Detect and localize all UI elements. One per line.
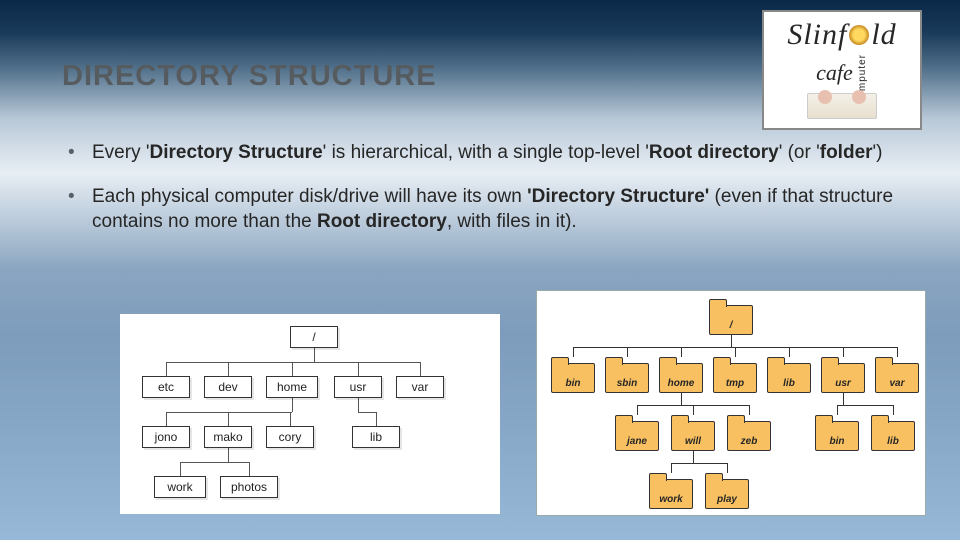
connector-line	[358, 362, 359, 376]
dir-box-dev: dev	[204, 376, 252, 398]
connector-line	[166, 362, 420, 363]
dir-box-cory: cory	[266, 426, 314, 448]
connector-line	[637, 405, 638, 415]
folder-var: var	[875, 363, 919, 393]
connector-line	[292, 398, 293, 412]
dir-box-mako: mako	[204, 426, 252, 448]
connector-line	[727, 463, 728, 473]
connector-line	[290, 412, 291, 426]
logo-text-2: ld	[871, 18, 896, 52]
dir-box-var: var	[396, 376, 444, 398]
bullet-1: Every 'Directory Structure' is hierarchi…	[62, 140, 898, 166]
logo-computer: mputer	[857, 54, 868, 91]
connector-line	[897, 347, 898, 357]
folder-ubin: bin	[815, 421, 859, 451]
folder-zeb: zeb	[727, 421, 771, 451]
dir-box-work: work	[154, 476, 206, 498]
folder-sbin: sbin	[605, 363, 649, 393]
logo-text-1: Slinf	[787, 18, 847, 52]
connector-line	[789, 347, 790, 357]
connector-line	[693, 451, 694, 463]
dir-box-lib: lib	[352, 426, 400, 448]
connector-line	[573, 347, 574, 357]
folder-work: work	[649, 479, 693, 509]
logo-brand: Slinf ld	[768, 18, 916, 52]
sun-icon	[849, 25, 869, 45]
connector-line	[749, 405, 750, 415]
connector-line	[166, 412, 292, 413]
connector-line	[627, 347, 628, 357]
folder-home: home	[659, 363, 703, 393]
connector-line	[671, 463, 727, 464]
dir-box-usr: usr	[334, 376, 382, 398]
connector-line	[843, 347, 844, 357]
folder-bin: bin	[551, 363, 595, 393]
connector-line	[681, 347, 682, 357]
connector-line	[292, 362, 293, 376]
connector-line	[731, 335, 732, 347]
connector-line	[314, 348, 315, 362]
connector-line	[166, 412, 167, 426]
folder-will: will	[671, 421, 715, 451]
folder-lib: lib	[767, 363, 811, 393]
connector-line	[166, 362, 167, 376]
dir-box-photos: photos	[220, 476, 278, 498]
slide-title: DIRECTORY STRUCTURE	[62, 60, 437, 93]
connector-line	[837, 405, 893, 406]
logo-cafe: cafe	[816, 60, 853, 86]
folder-usr: usr	[821, 363, 865, 393]
dir-box-etc: etc	[142, 376, 190, 398]
connector-line	[693, 405, 694, 415]
dir-box-root: /	[290, 326, 338, 348]
connector-line	[671, 463, 672, 473]
connector-line	[837, 405, 838, 415]
connector-line	[180, 462, 181, 476]
folder-root: /	[709, 305, 753, 335]
connector-line	[358, 412, 376, 413]
connector-line	[843, 393, 844, 405]
logo: Slinf ld cafe mputer	[762, 10, 922, 130]
dir-box-jono: jono	[142, 426, 190, 448]
bullet-2: Each physical computer disk/drive will h…	[62, 184, 898, 235]
connector-line	[180, 462, 250, 463]
connector-line	[376, 412, 377, 426]
folder-tmp: tmp	[713, 363, 757, 393]
folder-jane: jane	[615, 421, 659, 451]
diagram-folder-tree: /binsbinhometmplibusrvarjanewillzebbinli…	[536, 290, 926, 516]
connector-line	[249, 462, 250, 476]
dir-box-home: home	[266, 376, 318, 398]
connector-line	[228, 362, 229, 376]
connector-line	[681, 393, 682, 405]
connector-line	[358, 398, 359, 412]
logo-row-2: cafe mputer	[768, 54, 916, 91]
diagram-outline-tree: / etcdevhomeusrvar jono mako cory lib work phot…	[120, 314, 500, 514]
connector-line	[420, 362, 421, 376]
keyboard-icon	[807, 93, 877, 119]
connector-line	[893, 405, 894, 415]
connector-line	[735, 347, 736, 357]
bullet-list: Every 'Directory Structure' is hierarchi…	[62, 140, 898, 253]
folder-ulib: lib	[871, 421, 915, 451]
connector-line	[228, 448, 229, 462]
folder-play: play	[705, 479, 749, 509]
connector-line	[228, 412, 229, 426]
